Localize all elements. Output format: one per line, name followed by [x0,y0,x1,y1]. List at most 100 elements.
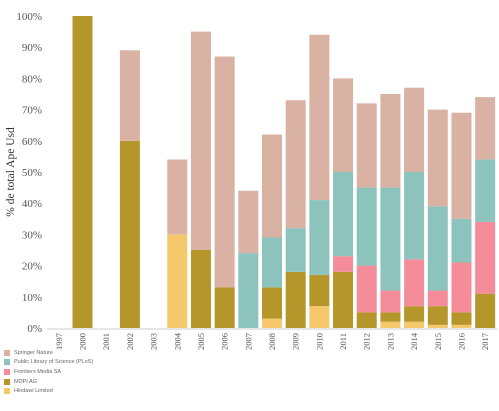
bar-segment [451,262,472,313]
legend-item: Public Library of Science (PLoS) [4,358,93,368]
legend-swatch [4,349,10,356]
bar-segment [451,312,472,325]
bar-segment [333,256,354,272]
legend-swatch [4,359,10,366]
x-tick-label: 2011 [338,333,348,350]
legend-label: Springer Nature [14,349,53,356]
bar-segment [333,78,354,172]
bar-segment [356,187,377,266]
x-tick-label: 2017 [480,333,490,350]
bar-segment [427,290,448,307]
bar-segment [380,187,401,291]
y-tick-label: 70% [22,105,42,117]
y-tick-label: 10% [22,292,42,304]
legend-item: Springer Nature [4,348,93,358]
bar-segment [404,172,425,260]
bar-segment [190,250,211,328]
legend: Springer Nature Public Library of Science… [4,348,93,396]
bar-segment [356,103,377,188]
bar-segment [427,306,448,325]
y-tick-label: 30% [22,229,42,241]
bar-segment [380,312,401,322]
bar-segment [475,293,496,328]
bar-segment [309,274,330,307]
bar-segment [427,324,448,328]
bar-segment [262,287,282,319]
bar-segment [167,234,188,328]
legend-item: Frontiers Media SA [4,367,93,377]
legend-label: Frontiers Media SA [14,368,62,375]
bar-segment [309,306,330,328]
bar-segment [119,140,140,328]
bar-segment [427,109,448,207]
y-tick-label: 60% [22,136,42,148]
legend-swatch [4,378,10,385]
bar-segment [451,324,472,328]
legend-label: Hindawi Limited [14,388,53,395]
bar-segment [475,159,496,222]
bar-segment [333,271,354,328]
bars [72,16,496,328]
x-tick-label: 2010 [314,333,324,350]
x-tick-label: 2000 [78,333,88,350]
legend-item: MDPI AG [4,377,93,387]
x-tick-label: 2002 [125,333,135,350]
y-tick-label: 0% [27,323,42,335]
bar-segment [167,159,188,235]
legend-label: MDPI AG [14,378,37,385]
bar-segment [356,312,377,328]
x-tick-label: 2012 [362,333,372,350]
x-tick-label: 2015 [433,333,443,350]
x-tick-label: 2014 [409,332,419,350]
y-tick-label: 20% [22,261,42,273]
x-tick-label: 2006 [220,333,230,350]
y-axis-label: % de total Ape Usd [5,127,17,217]
x-tick-label: 1997 [54,333,64,350]
legend-label: Public Library of Science (PLoS) [14,359,94,366]
y-tick-labels: 0% 10% 20% 30% 40% 50% 60% 70% 80% 90% 100% [16,11,42,335]
bar-segment [380,290,401,313]
bar-segment [475,97,496,160]
bar-segment [190,31,211,250]
bar-segment [427,206,448,291]
y-axis-label-group: % de total Ape Usd [5,127,17,217]
y-tick-label: 90% [22,42,42,54]
legend-swatch [4,368,10,375]
bar-segment [451,218,472,263]
x-tick-label: 2001 [101,333,111,350]
legend-item: Hindawi Limited [4,386,93,396]
y-tick-label: 80% [22,73,42,85]
x-tick-label: 2007 [243,333,253,350]
x-tick-label: 2005 [196,333,206,350]
x-tick-label: 2004 [172,332,182,350]
bar-segment [238,253,259,328]
bar-segment [285,100,306,229]
bar-segment [214,56,235,288]
bar-segment [262,318,282,328]
bar-segment [380,321,401,328]
y-tick-label: 40% [22,198,42,210]
bar-segment [285,228,306,272]
x-tick-label: 2008 [267,333,277,350]
bar-segment [262,237,282,288]
bar-segment [333,172,354,257]
y-tick-label: 100% [16,11,42,23]
bar-segment [72,16,93,328]
legend-swatch [4,388,10,395]
x-tick-labels: 1997 2000 2001 2002 2003 2004 2005 2006 2007 2008… [54,332,490,350]
bar-segment [238,190,259,254]
bar-segment [404,306,425,322]
bar-segment [451,112,472,219]
bar-segment [214,287,235,328]
bar-segment [309,200,330,275]
x-tick-label: 2003 [149,333,159,350]
bar-segment [380,94,401,188]
bar-segment [262,134,282,238]
bar-segment [404,87,425,172]
bar-segment [356,265,377,313]
x-tick-label: 2013 [385,333,395,350]
bar-segment [309,34,330,201]
y-tick-label: 50% [22,167,42,179]
bar-segment [285,271,306,328]
